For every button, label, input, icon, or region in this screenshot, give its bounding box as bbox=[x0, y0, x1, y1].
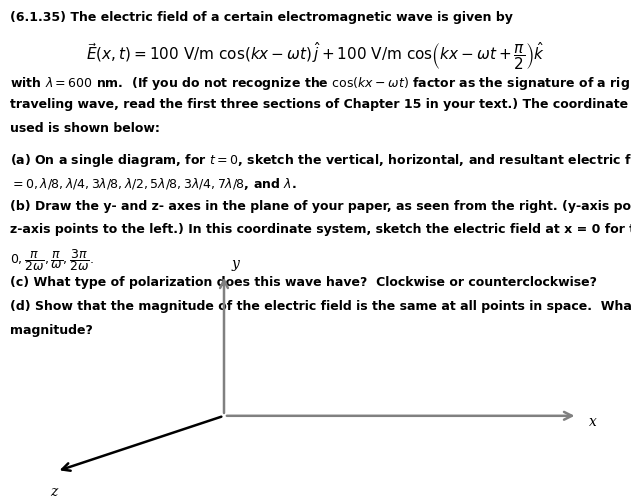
Text: used is shown below:: used is shown below: bbox=[10, 122, 160, 135]
Text: $= 0, \lambda/8, \lambda/4, 3\lambda/8, \lambda/2, 5\lambda/8, 3\lambda/4,7\lamb: $= 0, \lambda/8, \lambda/4, 3\lambda/8, … bbox=[10, 176, 297, 192]
Text: (6.1.35) The electric field of a certain electromagnetic wave is given by: (6.1.35) The electric field of a certain… bbox=[10, 11, 513, 24]
Text: z-axis points to the left.) In this coordinate system, sketch the electric field: z-axis points to the left.) In this coor… bbox=[10, 223, 631, 236]
Text: $0, \dfrac{\pi}{2\omega}, \dfrac{\pi}{\omega}, \dfrac{3\pi}{2\omega}$.: $0, \dfrac{\pi}{2\omega}, \dfrac{\pi}{\o… bbox=[10, 247, 94, 273]
Text: magnitude?: magnitude? bbox=[10, 324, 93, 337]
Text: z: z bbox=[50, 485, 57, 499]
Text: (b) Draw the y- and z- axes in the plane of your paper, as seen from the right. : (b) Draw the y- and z- axes in the plane… bbox=[10, 200, 631, 213]
Text: $\vec{E}(x,t) = 100\ \mathrm{V/m}\ \cos(kx-\omega t)\,\hat{j}+ 100\ \mathrm{V/m}: $\vec{E}(x,t) = 100\ \mathrm{V/m}\ \cos(… bbox=[86, 40, 545, 72]
Text: (c) What type of polarization does this wave have?  Clockwise or counterclockwis: (c) What type of polarization does this … bbox=[10, 276, 597, 289]
Text: y: y bbox=[232, 257, 239, 271]
Text: (d) Show that the magnitude of the electric field is the same at all points in s: (d) Show that the magnitude of the elect… bbox=[10, 300, 631, 313]
Text: x: x bbox=[589, 415, 596, 429]
Text: (a) On a single diagram, for $t = 0$, sketch the vertical, horizontal, and resul: (a) On a single diagram, for $t = 0$, sk… bbox=[10, 152, 631, 169]
Text: traveling wave, read the first three sections of Chapter 15 in your text.) The c: traveling wave, read the first three sec… bbox=[10, 98, 631, 111]
Text: with $\lambda = 600$ nm.  (If you do not recognize the $\cos(kx-\omega t)$ facto: with $\lambda = 600$ nm. (If you do not … bbox=[10, 75, 631, 92]
